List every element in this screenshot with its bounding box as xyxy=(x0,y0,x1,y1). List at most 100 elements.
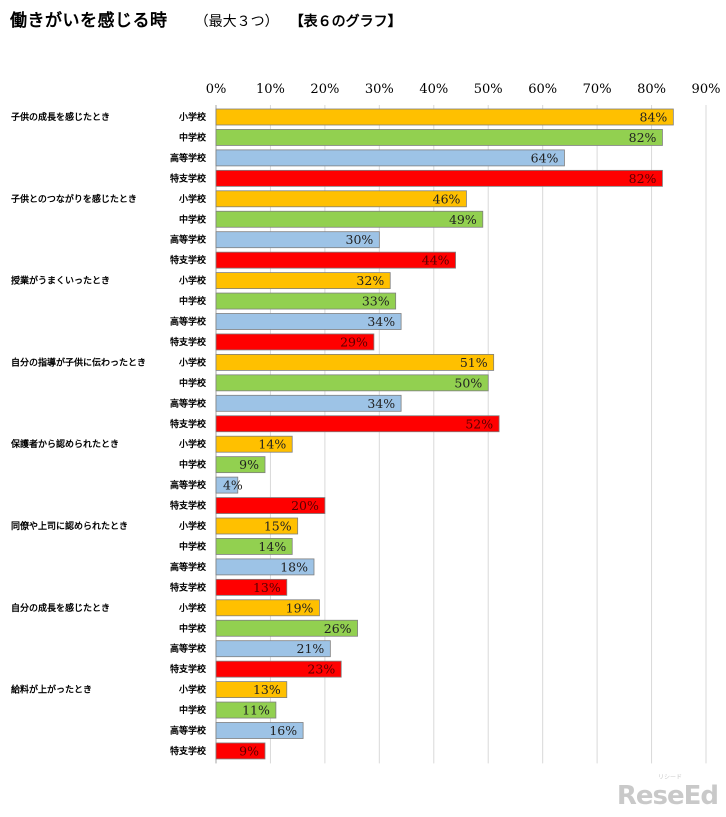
data-label: 9% xyxy=(239,743,259,758)
category-label: 子供とのつながりを感じたとき xyxy=(11,193,137,205)
bar xyxy=(215,108,674,126)
school-label: 高等学校 xyxy=(170,152,207,164)
data-label: 20% xyxy=(291,498,319,513)
school-label: 高等学校 xyxy=(170,234,207,246)
data-label: 84% xyxy=(640,110,668,125)
data-label: 19% xyxy=(286,600,314,615)
bar xyxy=(215,292,397,310)
bar xyxy=(215,353,495,371)
data-label: 14% xyxy=(258,539,286,554)
bar xyxy=(215,333,375,351)
bar xyxy=(215,681,288,698)
x-tick-label: 0% xyxy=(206,82,227,97)
bar xyxy=(215,415,500,433)
data-label: 34% xyxy=(367,396,395,411)
x-tick-label: 50% xyxy=(474,82,503,97)
x-tick-label: 20% xyxy=(310,82,339,97)
bar xyxy=(215,190,467,208)
bar xyxy=(215,394,402,412)
school-label: 中学校 xyxy=(179,295,207,307)
data-label: 44% xyxy=(422,253,450,268)
data-label: 52% xyxy=(465,416,493,431)
category-label: 授業がうまくいったとき xyxy=(11,275,110,287)
data-label: 21% xyxy=(297,641,325,656)
school-label: 小学校 xyxy=(178,602,207,614)
bar xyxy=(215,538,293,555)
school-label: 特支学校 xyxy=(170,745,207,757)
data-label: 13% xyxy=(253,682,281,697)
data-label: 29% xyxy=(340,334,368,349)
school-label: 高等学校 xyxy=(170,643,207,655)
school-label: 特支学校 xyxy=(170,418,207,430)
data-label: 32% xyxy=(356,273,384,288)
data-label: 4% xyxy=(223,478,243,493)
bar xyxy=(215,497,326,514)
bar xyxy=(215,456,266,474)
bar xyxy=(215,578,288,596)
school-label: 高等学校 xyxy=(170,561,207,573)
bar xyxy=(215,169,663,187)
bar xyxy=(215,129,663,146)
school-label: 高等学校 xyxy=(170,316,207,328)
bar xyxy=(215,722,304,739)
school-label: 高等学校 xyxy=(170,725,207,737)
bar xyxy=(215,313,402,330)
bar xyxy=(215,660,342,678)
school-label: 中学校 xyxy=(179,377,207,389)
school-label: 中学校 xyxy=(179,213,207,225)
category-label: 自分の成長を感じたとき xyxy=(11,602,110,614)
data-label: 13% xyxy=(253,580,281,595)
data-label: 64% xyxy=(531,150,559,165)
bar xyxy=(215,742,266,760)
data-label: 50% xyxy=(454,375,482,390)
school-label: 特支学校 xyxy=(170,336,207,348)
bar xyxy=(215,231,380,249)
school-label: 小学校 xyxy=(178,356,207,368)
data-label: 82% xyxy=(629,171,657,186)
data-label: 30% xyxy=(346,232,374,247)
school-label: 中学校 xyxy=(179,459,207,471)
data-label: 26% xyxy=(324,621,352,636)
data-label: 9% xyxy=(239,457,259,472)
category-label: 同僚や上司に認められたとき xyxy=(11,520,128,532)
school-label: 小学校 xyxy=(178,684,207,696)
category-label: 保護者から認められたとき xyxy=(10,438,119,450)
bar xyxy=(215,640,331,658)
bar xyxy=(215,619,358,637)
bar xyxy=(215,210,484,228)
chart-title: 働きがいを感じる時 xyxy=(10,11,168,31)
x-tick-label: 30% xyxy=(365,82,394,97)
school-label: 特支学校 xyxy=(170,581,207,593)
school-label: 小学校 xyxy=(178,520,207,532)
x-tick-label: 60% xyxy=(528,82,557,97)
school-label: 特支学校 xyxy=(170,663,207,675)
bar xyxy=(215,599,320,617)
school-label: 小学校 xyxy=(178,275,207,287)
x-tick-label: 90% xyxy=(692,82,721,97)
school-label: 小学校 xyxy=(178,193,207,205)
table-reference: 【表６のグラフ】 xyxy=(289,14,402,30)
bar xyxy=(215,435,293,453)
data-label: 11% xyxy=(242,703,270,718)
x-tick-label: 10% xyxy=(256,82,285,97)
bar xyxy=(215,476,239,494)
data-label: 23% xyxy=(307,662,335,677)
category-label: 給料が上がったとき xyxy=(11,684,92,696)
school-label: 中学校 xyxy=(179,131,207,143)
data-label: 16% xyxy=(269,723,297,738)
school-label: 小学校 xyxy=(178,111,207,123)
data-label: 15% xyxy=(264,519,292,534)
category-label: 自分の指導が子供に伝わったとき xyxy=(11,356,146,368)
school-label: 特支学校 xyxy=(170,172,207,184)
data-label: 14% xyxy=(258,437,286,452)
school-label: 特支学校 xyxy=(170,254,207,266)
watermark-logo: ReseEd xyxy=(616,781,719,811)
school-label: 特支学校 xyxy=(170,500,207,512)
chart-subtitle: （最大３つ） xyxy=(194,14,279,30)
data-label: 33% xyxy=(362,294,390,309)
school-label: 中学校 xyxy=(179,622,207,634)
x-tick-label: 70% xyxy=(583,82,612,97)
school-label: 中学校 xyxy=(179,704,207,716)
bar xyxy=(215,701,277,719)
